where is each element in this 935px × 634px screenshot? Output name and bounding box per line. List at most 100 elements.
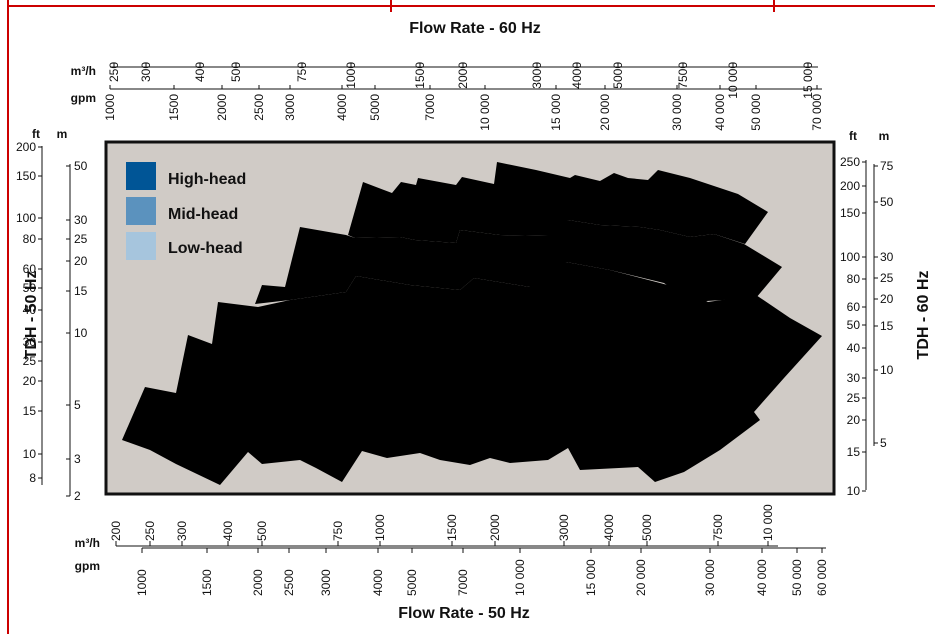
right-m-tick-label: 10 — [880, 363, 894, 377]
right-ft-tick-label: 100 — [840, 250, 860, 264]
bottom-gpm-unit: gpm — [75, 559, 100, 573]
top-gpm-tick-label: 7000 — [423, 94, 437, 121]
left-m-tick-label: 20 — [74, 254, 88, 268]
right-ft-tick-label: 30 — [847, 371, 861, 385]
top-gpm-tick-label: 70 000 — [810, 94, 824, 131]
legend-label-high-head: High-head — [168, 171, 246, 188]
top-gpm-tick-label: 15 000 — [549, 94, 563, 131]
legend-swatch-high-head — [126, 162, 156, 190]
bottom-gpm-tick-label: 2000 — [251, 569, 265, 596]
left-ft-tick-label: 80 — [23, 232, 37, 246]
top-title: Flow Rate - 60 Hz — [409, 20, 541, 37]
bottom-gpm-tick-label: 15 000 — [584, 559, 598, 596]
right-m-tick-label: 50 — [880, 195, 894, 209]
series-high-head-area — [348, 162, 768, 256]
left-ft-ticks: 200 150 100 80 60 50 40 30 25 20 15 10 8 — [16, 140, 42, 485]
top-gpm-unit: gpm — [71, 91, 96, 105]
top-m3h-tick-label: 5000 — [611, 62, 625, 89]
bottom-gpm-tick-label: 1500 — [200, 569, 214, 596]
left-m-tick-label: 25 — [74, 232, 88, 246]
bottom-m3h-tick-label: 200 — [109, 521, 123, 541]
bottom-gpm-tick-label: 7000 — [456, 569, 470, 596]
bottom-gpm-tick-label: 3000 — [319, 569, 333, 596]
top-m3h-tick-label: 250 — [107, 62, 121, 82]
right-ft-tick-label: 20 — [847, 413, 861, 427]
bottom-m3h-ticks: 200 250 300 400 500 750 1000 1500 2000 3000 4000 50… — [109, 504, 775, 546]
right-ft-ticks: 250 200 150 100 80 60 50 40 30 25 20 15 10 — [840, 155, 866, 498]
top-axes — [110, 66, 822, 90]
bottom-gpm-tick-label: 60 000 — [815, 559, 829, 596]
top-gpm-ticks: 1000 1500 2000 2500 3000 4000 5000 7000 10 000 15… — [103, 85, 824, 131]
top-m3h-tick-label: 10 000 — [726, 62, 740, 99]
right-ft-tick-label: 80 — [847, 272, 861, 286]
right-m-tick-label: 5 — [880, 436, 887, 450]
top-gpm-tick-label: 4000 — [335, 94, 349, 121]
left-ft-tick-label: 20 — [23, 374, 37, 388]
left-m-tick-label: 2 — [74, 489, 81, 503]
legend-item-low-head: Low-head — [126, 232, 243, 260]
right-ft-tick-label: 10 — [847, 484, 861, 498]
top-m3h-tick-label: 3000 — [530, 62, 544, 89]
top-gpm-tick-label: 10 000 — [478, 94, 492, 131]
top-m3h-ticks: 250 300 400 500 750 1000 1500 2000 3000 4000 5000 7… — [107, 62, 815, 99]
bottom-gpm-tick-label: 40 000 — [755, 559, 769, 596]
top-gpm-tick-label: 1000 — [103, 94, 117, 121]
left-m-tick-label: 15 — [74, 284, 88, 298]
top-m3h-tick-label: 15 000 — [801, 62, 815, 99]
top-gpm-tick-label: 5000 — [368, 94, 382, 121]
bottom-m3h-tick-label: 10 000 — [761, 504, 775, 541]
left-ft-tick-label: 25 — [23, 354, 37, 368]
legend-swatch-mid-head — [126, 197, 156, 225]
top-m3h-tick-label: 1500 — [413, 62, 427, 89]
legend-item-high-head: High-head — [126, 162, 246, 190]
right-ft-tick-label: 250 — [840, 155, 860, 169]
bottom-title: Flow Rate - 50 Hz — [398, 605, 530, 622]
frame-lines — [7, 0, 935, 634]
series-low-head-area — [122, 262, 822, 485]
bottom-gpm-ticks: 1000 1500 2000 2500 3000 4000 5000 7000 10 000 15… — [135, 548, 829, 596]
top-m3h-tick-label: 1000 — [344, 62, 358, 89]
right-ft-tick-label: 60 — [847, 300, 861, 314]
bottom-m3h-tick-label: 4000 — [602, 514, 616, 541]
left-ft-tick-label: 30 — [23, 335, 37, 349]
bottom-m3h-tick-label: 500 — [255, 521, 269, 541]
legend-item-mid-head: Mid-head — [126, 197, 238, 225]
right-m-tick-label: 25 — [880, 271, 894, 285]
top-gpm-tick-label: 3000 — [283, 94, 297, 121]
left-ft-tick-label: 60 — [23, 262, 37, 276]
top-gpm-tick-label: 2500 — [252, 94, 266, 121]
left-m-tick-label: 30 — [74, 213, 88, 227]
right-m-tick-label: 30 — [880, 250, 894, 264]
left-m-tick-label: 10 — [74, 326, 88, 340]
left-ft-unit: ft — [32, 127, 40, 141]
right-m-unit: m — [879, 129, 890, 143]
bottom-m3h-tick-label: 300 — [175, 521, 189, 541]
side-axes — [41, 146, 875, 496]
left-ylabel: TDH - 50 Hz — [23, 271, 40, 360]
right-ft-tick-label: 50 — [847, 318, 861, 332]
top-m3h-unit: m³/h — [71, 64, 96, 78]
bottom-gpm-tick-label: 20 000 — [634, 559, 648, 596]
bottom-m3h-tick-label: 5000 — [640, 514, 654, 541]
bottom-m3h-unit: m³/h — [75, 536, 100, 550]
bottom-gpm-tick-label: 10 000 — [513, 559, 527, 596]
bottom-m3h-tick-label: 250 — [143, 521, 157, 541]
bottom-m3h-tick-label: 3000 — [557, 514, 571, 541]
left-ft-tick-label: 200 — [16, 140, 36, 154]
top-gpm-tick-label: 30 000 — [670, 94, 684, 131]
bottom-gpm-tick-label: 1000 — [135, 569, 149, 596]
left-ft-tick-label: 40 — [23, 303, 37, 317]
left-ft-tick-label: 10 — [23, 447, 37, 461]
right-ft-tick-label: 200 — [840, 179, 860, 193]
bottom-gpm-tick-label: 4000 — [371, 569, 385, 596]
bottom-gpm-tick-label: 5000 — [405, 569, 419, 596]
right-m-ticks: 75 50 30 25 20 15 10 5 — [874, 159, 894, 450]
top-m3h-tick-label: 2000 — [456, 62, 470, 89]
left-m-unit: m — [57, 127, 68, 141]
top-m3h-tick-label: 4000 — [570, 62, 584, 89]
top-gpm-tick-label: 1500 — [167, 94, 181, 121]
top-gpm-tick-label: 50 000 — [749, 94, 763, 131]
top-m3h-tick-label: 400 — [193, 62, 207, 82]
bottom-m3h-tick-label: 7500 — [711, 514, 725, 541]
